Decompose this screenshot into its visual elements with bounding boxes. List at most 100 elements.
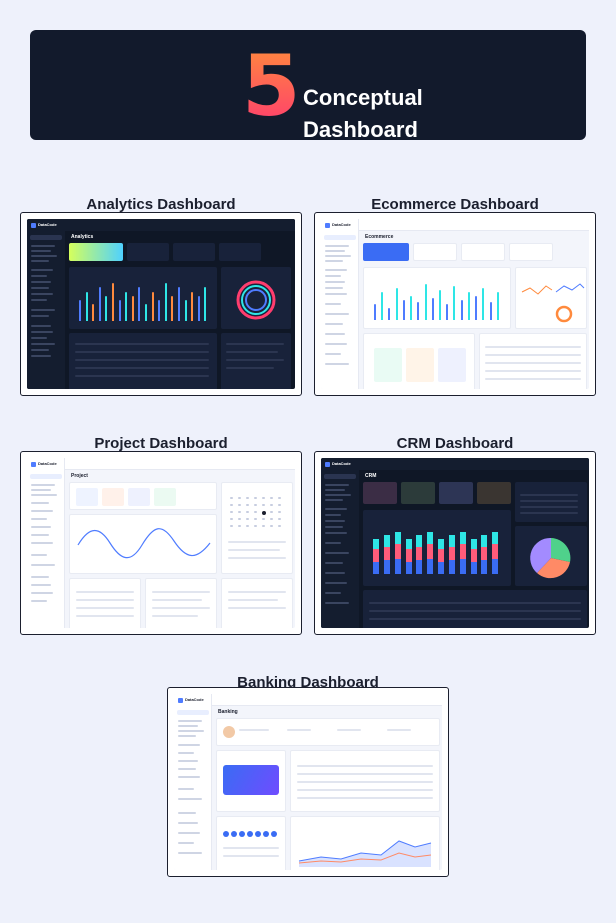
stacked-bar-segment <box>459 544 466 560</box>
stacked-bar-segment <box>405 549 412 562</box>
activity-card <box>221 578 293 628</box>
hero-banner: 5 Conceptual Dashboard <box>30 30 586 142</box>
calendar-day[interactable] <box>238 518 241 520</box>
revenue-chart-card <box>363 267 511 329</box>
calendar-day[interactable] <box>254 504 257 506</box>
chart-bar <box>453 286 456 320</box>
banner-title-line1: Conceptual <box>303 85 423 110</box>
chart-bar <box>460 300 463 320</box>
analytics-label: Analytics Dashboard <box>86 196 236 213</box>
banner-number: 5 <box>242 37 301 135</box>
calendar-day[interactable] <box>270 518 273 520</box>
contact-avatar[interactable] <box>239 831 245 837</box>
stacked-bar-segment <box>383 546 390 561</box>
calendar-day[interactable] <box>230 518 233 520</box>
overview-card <box>221 267 291 329</box>
distribution-chart-card <box>69 514 217 574</box>
calendar-day[interactable] <box>278 518 281 520</box>
crm-dashboard-preview[interactable]: DataCode CRM <box>314 451 596 635</box>
banking-dashboard-preview[interactable]: DataCode Banking <box>167 687 449 877</box>
calendar-day[interactable] <box>270 525 273 527</box>
calendar-day[interactable] <box>254 511 257 513</box>
calendar-day[interactable] <box>262 504 265 506</box>
calendar-day[interactable] <box>278 525 281 527</box>
chart-bar <box>374 304 376 320</box>
stacked-bar-segment <box>492 531 499 545</box>
calendar-day[interactable] <box>254 497 257 499</box>
calendar-day[interactable] <box>270 511 273 513</box>
calendar-day[interactable] <box>278 511 281 513</box>
calendar-day[interactable] <box>230 497 233 499</box>
contact-avatar[interactable] <box>263 831 269 837</box>
calendar-day[interactable] <box>230 504 233 506</box>
task-list-card <box>69 578 141 628</box>
funnel-card <box>515 526 587 586</box>
analytics-dashboard-preview[interactable]: DataCode Analytics <box>20 212 302 396</box>
calendar-day[interactable] <box>270 504 273 506</box>
stacked-bar-segment <box>448 535 455 547</box>
stacked-bar-segment <box>373 538 379 550</box>
wave-line-chart <box>77 528 211 559</box>
stacked-bar-segment <box>448 560 455 574</box>
calendar-day[interactable] <box>238 497 241 499</box>
analytics-screenshot: DataCode Analytics <box>27 219 295 389</box>
calendar-day[interactable] <box>254 518 257 520</box>
table-card <box>69 333 217 389</box>
calendar-day[interactable] <box>238 511 241 513</box>
calendar-day[interactable] <box>246 525 249 527</box>
calendar-day[interactable] <box>246 511 249 513</box>
project-dashboard-preview[interactable]: DataCode Project <box>20 451 302 635</box>
stacked-bar-segment <box>373 549 379 562</box>
calendar-day[interactable] <box>246 497 249 499</box>
stacked-bar-segment <box>394 544 401 560</box>
contact-avatar[interactable] <box>223 831 229 837</box>
calendar-day[interactable] <box>246 504 249 506</box>
ecommerce-dashboard-preview[interactable]: DataCode Ecommerce <box>314 212 596 396</box>
chart-bar <box>439 290 441 320</box>
calendar-day[interactable] <box>270 497 273 499</box>
revenue-chart-card <box>69 267 217 329</box>
stacked-bar-segment <box>427 531 434 545</box>
calendar-day[interactable] <box>238 525 241 527</box>
chart-bar <box>184 300 187 321</box>
chart-bar <box>138 287 141 321</box>
calendar-day[interactable] <box>262 497 265 499</box>
stat-card <box>127 243 169 261</box>
calendar-day[interactable] <box>238 504 241 506</box>
ecommerce-screenshot: DataCode Ecommerce <box>321 219 589 389</box>
project-screenshot: DataCode Project <box>27 458 295 628</box>
pie-chart <box>530 537 571 579</box>
calendar-day[interactable] <box>254 525 257 527</box>
stacked-bar-chart-card <box>363 510 511 586</box>
contact-avatar[interactable] <box>231 831 237 837</box>
stacked-bar-segment <box>394 531 401 545</box>
banner-title-line2: Dashboard <box>303 117 418 142</box>
contact-avatar[interactable] <box>255 831 261 837</box>
stacked-bar-segment <box>416 560 423 574</box>
stacked-bar-segment <box>416 546 423 561</box>
stacked-bar-segment <box>481 560 488 574</box>
profile-card <box>216 718 440 746</box>
contact-avatar[interactable] <box>271 831 277 837</box>
calendar-day[interactable] <box>278 504 281 506</box>
chart-bar <box>105 295 108 321</box>
chart-bar <box>131 295 134 321</box>
chart-bar <box>475 296 478 320</box>
calendar-day[interactable] <box>278 497 281 499</box>
page-title: Analytics <box>71 234 94 240</box>
calendar-day[interactable] <box>262 511 266 515</box>
calendar-day[interactable] <box>246 518 249 520</box>
stacked-bar-segment <box>492 559 499 574</box>
transactions-card <box>290 750 440 812</box>
chart-bar <box>496 292 499 320</box>
chart-bar <box>125 291 128 321</box>
calendar-day[interactable] <box>262 525 265 527</box>
calendar-day[interactable] <box>262 518 265 520</box>
banking-label: Banking Dashboard <box>237 674 379 691</box>
chart-bar <box>79 300 81 321</box>
stacked-bar-segment <box>383 535 390 547</box>
calendar-day[interactable] <box>230 525 233 527</box>
calendar-day[interactable] <box>230 511 233 513</box>
contact-avatar[interactable] <box>247 831 253 837</box>
stacked-bar-segment <box>470 538 477 550</box>
